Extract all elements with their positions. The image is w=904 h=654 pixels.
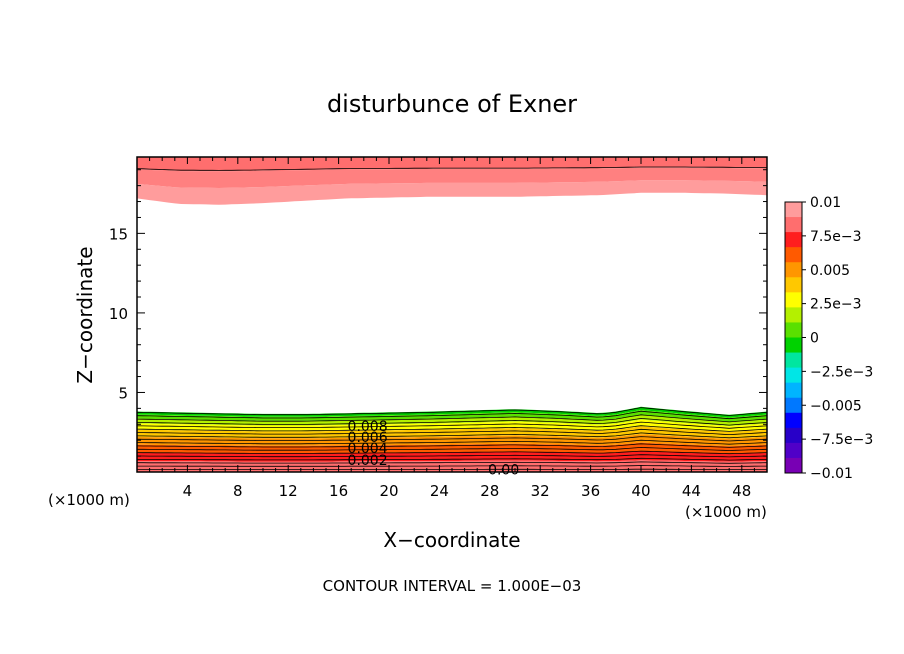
x-axis-label: X−coordinate	[383, 528, 520, 552]
x-tick-label: 8	[233, 482, 243, 500]
colorbar: 0.01 7.5e−3 0.005 2.5e−3 0 −2.5e−3 −0.005 −7.5e…	[784, 195, 873, 482]
colorbar-label: −7.5e−3	[810, 432, 873, 448]
lower-band	[137, 442, 767, 454]
colorbar-swatch	[785, 427, 802, 444]
x-tick-label: 12	[279, 482, 298, 500]
x-tick-label: 36	[581, 482, 600, 500]
colorbar-swatch	[785, 262, 802, 278]
upper-band	[137, 180, 767, 205]
colorbar-swatch	[785, 457, 802, 474]
x-unit-right: (×1000 m)	[685, 503, 767, 521]
contour-line	[137, 465, 767, 467]
x-tick-label: 28	[480, 482, 499, 500]
contour-label: 0.008	[348, 419, 388, 435]
colorbar-swatch	[785, 352, 802, 369]
colorbar-label: −0.005	[810, 398, 862, 414]
colorbar-swatch	[785, 277, 802, 293]
contour-line	[137, 410, 767, 420]
contour-label: 0.006	[348, 430, 388, 446]
x-axis: 4 8 12 16 20 24 28 32 36 40 44 48	[136, 157, 768, 500]
colorbar-label: 0.005	[810, 263, 850, 279]
colorbar-swatch	[785, 337, 802, 354]
contour-line	[137, 417, 767, 426]
contour-line	[137, 166, 767, 171]
contour-line	[137, 421, 767, 429]
y-tick-label: 5	[118, 384, 128, 402]
colorbar-swatch	[785, 217, 802, 233]
colorbar-label: −0.01	[810, 466, 853, 482]
contour-interval-note: CONTOUR INTERVAL = 1.000E−03	[323, 577, 582, 595]
x-tick-label: 24	[430, 482, 449, 500]
lower-band	[137, 426, 767, 439]
y-axis-label: Z−coordinate	[73, 246, 97, 383]
contour-line	[137, 425, 767, 432]
x-tick-label: 32	[531, 482, 550, 500]
contour-line	[137, 461, 767, 464]
colorbar-swatch	[785, 397, 802, 414]
contour-label: 0.002	[348, 453, 388, 469]
contour-line	[137, 454, 767, 458]
upper-layer-bands	[137, 157, 767, 205]
contour-label: 0.004	[348, 441, 388, 457]
colorbar-swatch	[785, 232, 802, 248]
contour-line	[137, 432, 767, 439]
colorbar-swatch	[785, 202, 802, 218]
contour-lines	[137, 166, 767, 470]
contour-line	[137, 446, 767, 451]
x-tick-label: 48	[732, 482, 751, 500]
x-tick-label: 16	[329, 482, 348, 500]
contour-line	[137, 450, 767, 455]
colorbar-label: −2.5e−3	[810, 364, 873, 380]
x-tick-label: 20	[379, 482, 398, 500]
chart-title: disturbunce of Exner	[327, 90, 577, 118]
x-tick-label: 44	[682, 482, 701, 500]
colorbar-swatch	[785, 322, 802, 338]
y-tick-label: 15	[109, 225, 128, 243]
colorbar-swatch	[785, 292, 802, 308]
x-tick-label: 4	[183, 482, 193, 500]
contour-line	[137, 443, 767, 448]
x-unit-left: (×1000 m)	[48, 491, 130, 509]
contour-line	[137, 457, 767, 461]
contour-line	[137, 428, 767, 436]
contour-label: 0.00	[488, 463, 519, 479]
colorbar-swatch	[785, 412, 802, 429]
plot-area	[137, 157, 767, 472]
colorbar-label: 7.5e−3	[810, 229, 862, 245]
lower-band	[137, 410, 767, 422]
colorbar-swatch	[785, 382, 802, 399]
contour-line	[137, 439, 767, 445]
colorbar-swatch	[785, 367, 802, 384]
contour-line	[137, 414, 767, 423]
colorbar-label: 2.5e−3	[810, 297, 862, 313]
lower-band	[137, 419, 767, 432]
colorbar-swatch	[785, 247, 802, 263]
colorbar-label: 0	[810, 331, 819, 347]
contour-line	[137, 436, 767, 442]
upper-band	[137, 167, 767, 188]
y-tick-label: 10	[109, 305, 128, 323]
colorbar-label: 0.01	[810, 195, 841, 211]
y-axis: 5 10 15	[109, 169, 767, 457]
colorbar-swatch	[785, 442, 802, 459]
contour-line	[137, 407, 767, 416]
x-tick-label: 40	[631, 482, 650, 500]
colorbar-swatch	[785, 307, 802, 323]
